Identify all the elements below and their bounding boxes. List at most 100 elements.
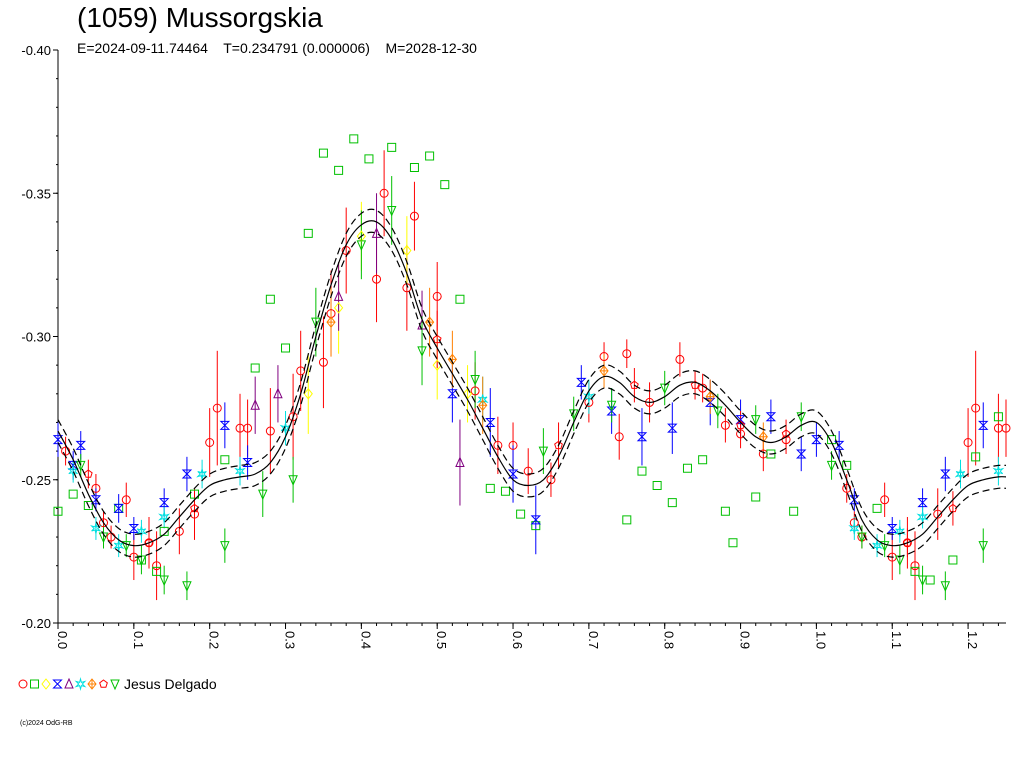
data-point <box>765 412 777 422</box>
data-point <box>182 581 192 592</box>
data-point <box>75 440 86 450</box>
data-point <box>500 486 510 496</box>
data-point <box>128 523 140 533</box>
data-point <box>582 389 595 402</box>
series-triangle-down <box>80 176 984 601</box>
data-point <box>424 316 435 328</box>
data-point <box>827 435 837 445</box>
data-point <box>349 134 359 144</box>
data-point <box>736 420 745 430</box>
data-point <box>796 449 807 459</box>
data-point <box>333 290 344 301</box>
x-tick-label: 0.2 <box>207 631 222 649</box>
data-point <box>440 180 450 190</box>
data-point <box>152 566 162 576</box>
legend-diamond-cross-marker <box>87 678 97 690</box>
data-point <box>53 506 63 516</box>
data-point <box>811 435 822 445</box>
data-point <box>705 390 715 403</box>
data-point <box>538 446 549 458</box>
x-tick-label: 0.3 <box>283 631 298 649</box>
data-point <box>234 464 246 477</box>
data-point <box>190 489 200 499</box>
data-point <box>212 403 222 413</box>
data-point <box>971 452 981 462</box>
data-point <box>341 246 351 256</box>
data-point <box>848 521 861 534</box>
data-point <box>296 366 306 376</box>
data-point <box>705 397 716 407</box>
data-point <box>174 526 184 536</box>
markers-triangle-up <box>250 227 465 468</box>
data-point <box>645 397 655 407</box>
data-point <box>83 501 93 511</box>
markers-pentagon <box>83 334 958 547</box>
data-point <box>659 383 670 395</box>
chart-subtitle: E=2024-09-11.74464 T=0.234791 (0.000006)… <box>77 40 477 56</box>
data-point <box>910 566 920 576</box>
data-point <box>758 430 768 443</box>
data-point <box>470 374 480 386</box>
data-point <box>61 446 71 456</box>
data-point <box>887 523 898 533</box>
data-point <box>872 503 882 513</box>
data-point <box>614 432 624 442</box>
data-point <box>971 403 981 413</box>
data-point <box>121 495 131 505</box>
data-point <box>158 498 170 508</box>
data-point <box>576 377 587 387</box>
x-tick-label: 0.6 <box>510 631 525 649</box>
data-point <box>402 244 412 257</box>
data-point <box>219 420 231 430</box>
data-point <box>386 205 397 217</box>
data-point <box>992 464 1005 477</box>
data-point <box>940 581 951 592</box>
series-hourglass <box>57 365 984 555</box>
data-point <box>288 475 298 486</box>
data-point <box>963 438 973 447</box>
legend-hourglass-marker <box>52 679 63 689</box>
legend-pentagon-marker <box>99 679 108 688</box>
lightcurve-chart: -0.40 -0.35 -0.30 -0.25 -0.20 0.0 0.1 0.2 0.3 0.4… <box>21 43 1011 649</box>
data-point <box>675 354 685 364</box>
data-point <box>925 575 935 585</box>
x-tick-label: 0.1 <box>131 631 146 649</box>
x-tick-label: 0.9 <box>738 631 753 649</box>
data-point <box>318 357 328 367</box>
data-point <box>356 240 367 252</box>
data-point <box>409 162 419 172</box>
data-point <box>273 387 283 399</box>
data-point <box>948 555 958 565</box>
series-pentagon <box>87 310 954 558</box>
data-point <box>485 483 495 493</box>
data-point <box>326 309 336 319</box>
data-point <box>181 469 193 479</box>
data-point <box>493 440 503 450</box>
data-point <box>364 154 374 164</box>
data-point <box>379 188 389 198</box>
data-point <box>402 283 412 293</box>
markers-diamond <box>303 230 473 400</box>
data-point <box>159 526 169 536</box>
data-point <box>879 541 890 552</box>
markers-square <box>53 134 1003 585</box>
data-point <box>940 469 951 479</box>
data-point <box>917 575 928 587</box>
data-point <box>372 274 382 284</box>
data-point <box>326 316 336 328</box>
data-point <box>720 420 730 430</box>
data-point <box>728 538 738 548</box>
data-point <box>196 468 209 481</box>
data-point <box>735 415 746 425</box>
legend-diamond-marker <box>41 678 51 690</box>
data-point <box>599 365 609 377</box>
legend-circle-marker <box>18 679 28 689</box>
legend-star-marker <box>74 677 87 691</box>
data-point <box>880 495 890 505</box>
data-point <box>546 475 556 485</box>
data-point <box>507 469 519 479</box>
data-point <box>917 498 928 508</box>
data-point <box>311 317 321 329</box>
fit-envelope-lower <box>57 231 1007 558</box>
data-point <box>447 389 458 399</box>
